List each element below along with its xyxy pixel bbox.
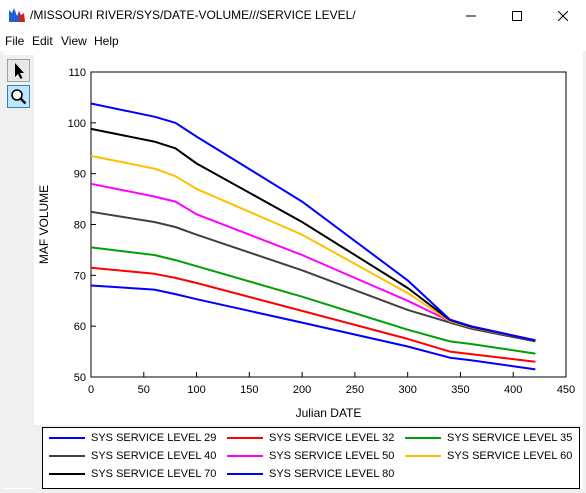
- legend-item: SYS SERVICE LEVEL 35: [405, 432, 572, 444]
- select-pointer-icon: [15, 63, 24, 79]
- title-bar: /MISSOURI RIVER/SYS/DATE-VOLUME///SERVIC…: [0, 0, 586, 31]
- y-tick-label: 80: [74, 220, 86, 232]
- frame-separator: [34, 425, 583, 427]
- frame-left: [0, 51, 3, 493]
- x-axis-label: Julian DATE: [296, 406, 362, 420]
- x-tick-label: 250: [346, 384, 364, 396]
- menu-file[interactable]: File: [5, 34, 25, 48]
- legend-label: SYS SERVICE LEVEL 70: [91, 468, 217, 480]
- series-line: [90, 266, 536, 363]
- plot-frame: [90, 71, 567, 378]
- legend-label: SYS SERVICE LEVEL 60: [447, 450, 573, 462]
- legend-item: SYS SERVICE LEVEL 29: [49, 432, 216, 444]
- legend-swatch: [405, 455, 441, 457]
- tool-palette: [3, 55, 35, 488]
- legend-label: SYS SERVICE LEVEL 80: [269, 468, 395, 480]
- legend-swatch: [227, 455, 263, 457]
- app-chart-icon: [9, 8, 25, 22]
- legend-swatch: [227, 473, 263, 475]
- legend-swatch: [49, 437, 85, 439]
- legend-item: SYS SERVICE LEVEL 60: [405, 450, 572, 462]
- menu-edit[interactable]: Edit: [32, 34, 53, 48]
- minimize-button[interactable]: [448, 0, 494, 31]
- x-tick-label: 450: [557, 384, 575, 396]
- chart-legend: SYS SERVICE LEVEL 29 SYS SERVICE LEVEL 32…: [42, 427, 580, 489]
- series-line: [90, 102, 536, 342]
- legend-label: SYS SERVICE LEVEL 50: [269, 450, 395, 462]
- y-tick-label: 70: [74, 270, 86, 282]
- x-tick-label: 350: [451, 384, 469, 396]
- x-tick-label: 200: [293, 384, 311, 396]
- menu-bar: File Edit View Help: [0, 31, 586, 51]
- legend-swatch: [49, 455, 85, 457]
- close-button[interactable]: [540, 0, 586, 31]
- legend-item: SYS SERVICE LEVEL 70: [49, 468, 216, 480]
- menu-view[interactable]: View: [61, 34, 87, 48]
- x-tick-label: 300: [398, 384, 416, 396]
- legend-item: SYS SERVICE LEVEL 50: [227, 450, 394, 462]
- frame-legend-left: [34, 427, 42, 489]
- x-tick-label: 0: [88, 384, 94, 396]
- y-axis-label: MAF VOLUME: [37, 185, 51, 264]
- zoom-icon: [11, 89, 27, 105]
- frame-right: [583, 51, 586, 493]
- legend-item: SYS SERVICE LEVEL 32: [227, 432, 394, 444]
- legend-swatch: [49, 473, 85, 475]
- y-tick-label: 50: [74, 372, 86, 384]
- y-tick-label: 100: [68, 118, 86, 130]
- maximize-button[interactable]: [494, 0, 540, 31]
- series-line: [90, 210, 536, 343]
- window-title: /MISSOURI RIVER/SYS/DATE-VOLUME///SERVIC…: [30, 8, 356, 22]
- x-tick-label: 100: [187, 384, 205, 396]
- legend-label: SYS SERVICE LEVEL 40: [91, 450, 217, 462]
- y-tick-label: 90: [74, 169, 86, 181]
- legend-label: SYS SERVICE LEVEL 35: [447, 432, 573, 444]
- legend-label: SYS SERVICE LEVEL 29: [91, 432, 217, 444]
- legend-swatch: [405, 437, 441, 439]
- close-icon: [558, 10, 568, 21]
- maximize-icon: [512, 10, 522, 21]
- line-chart[interactable]: 0 50 100 150 200 250 300 350 400 4505060708090100…: [34, 55, 583, 425]
- chart-panel[interactable]: 0 50 100 150 200 250 300 350 400 450 50 60 70 80 90 100…: [34, 55, 583, 425]
- x-tick-label: 400: [504, 384, 522, 396]
- series-line: [90, 246, 536, 355]
- frame-bottom: [0, 489, 586, 493]
- minimize-icon: [466, 15, 476, 16]
- legend-swatch: [227, 437, 263, 439]
- legend-item: SYS SERVICE LEVEL 40: [49, 450, 216, 462]
- zoom-tool-button[interactable]: [7, 85, 30, 108]
- y-tick-label: 60: [74, 321, 86, 333]
- series-line: [90, 284, 536, 371]
- select-tool-button[interactable]: [7, 59, 30, 82]
- legend-label: SYS SERVICE LEVEL 32: [269, 432, 395, 444]
- x-tick-label: 150: [240, 384, 258, 396]
- x-tick-label: 50: [138, 384, 150, 396]
- legend-item: SYS SERVICE LEVEL 80: [227, 468, 394, 480]
- y-tick-label: 110: [68, 67, 86, 79]
- menu-help[interactable]: Help: [94, 34, 119, 48]
